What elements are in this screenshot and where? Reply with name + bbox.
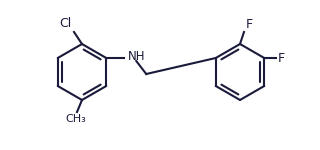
Text: Cl: Cl — [60, 17, 72, 30]
Text: F: F — [278, 51, 285, 64]
Text: CH₃: CH₃ — [66, 114, 86, 124]
Text: NH: NH — [128, 51, 146, 63]
Text: F: F — [246, 18, 253, 31]
